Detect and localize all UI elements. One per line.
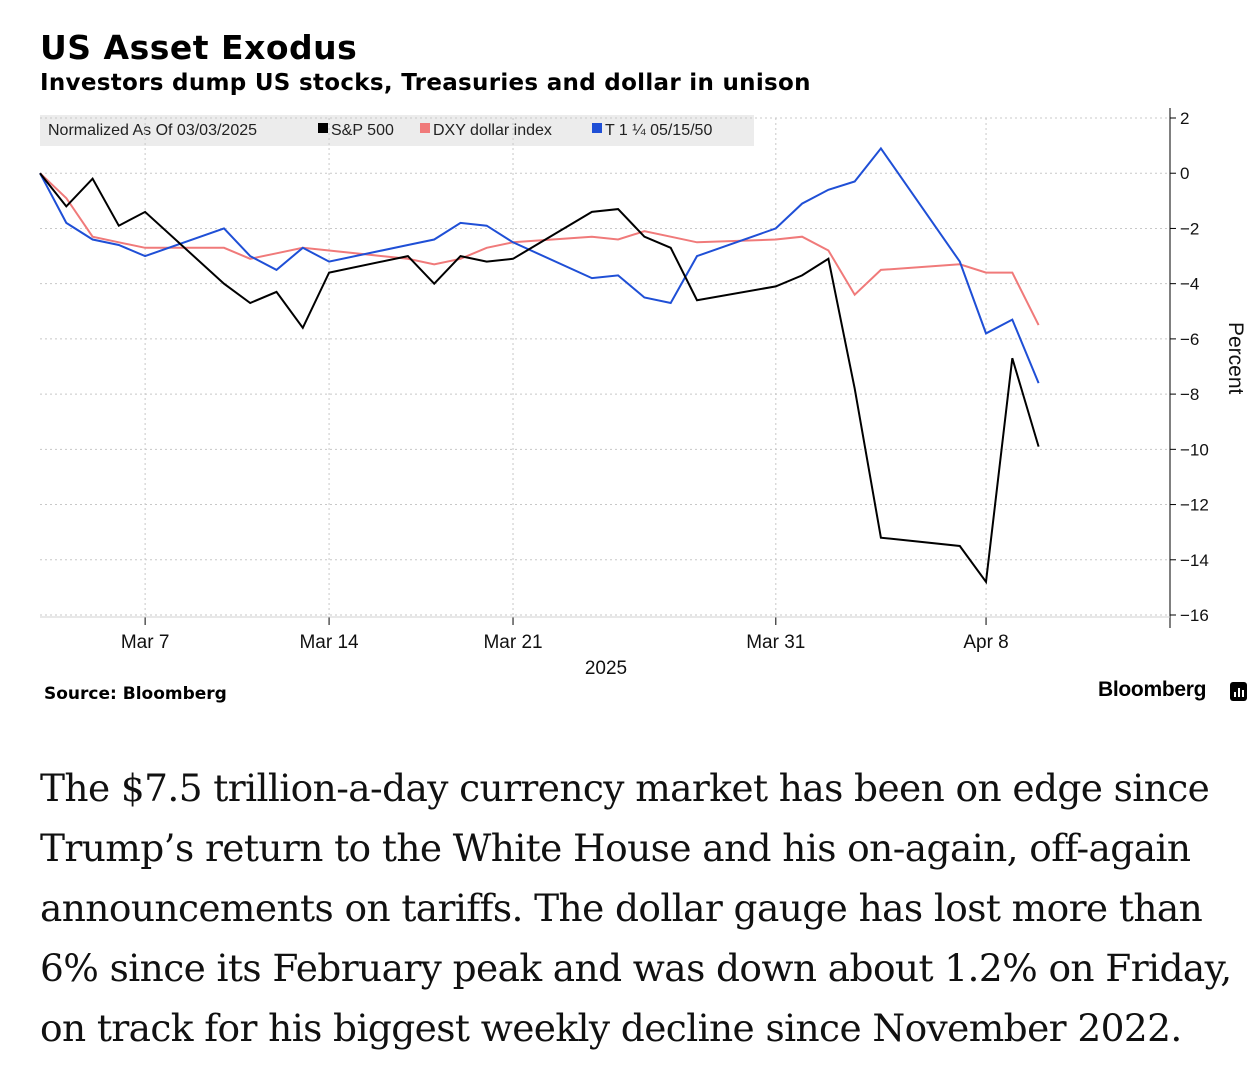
line-chart: Normalized As Of 03/03/2025 S&P 500 DXY …: [39, 108, 1247, 679]
article-paragraph: The $7.5 trillion-a-day currency market …: [40, 766, 1232, 1050]
bloomberg-chart-icon: [1230, 682, 1247, 701]
y-tick-label: −10: [1180, 440, 1209, 459]
legend-background: [40, 115, 754, 146]
y-tick-label: 2: [1180, 109, 1189, 128]
x-tick-label: Mar 7: [121, 632, 170, 653]
legend-swatch-treasury: [592, 123, 602, 133]
series-line-0: [39, 172, 1040, 585]
legend-label-sp500: S&P 500: [331, 122, 394, 139]
bloomberg-logo: Bloomberg: [1098, 678, 1207, 701]
y-tick-label: −12: [1180, 496, 1209, 515]
y-tick-label: −6: [1180, 330, 1199, 349]
x-tick-label: Mar 14: [299, 632, 359, 653]
series-line-1: [39, 172, 1040, 326]
grid-lines: [40, 117, 1170, 616]
y-tick-label: 0: [1180, 164, 1189, 183]
x-tick-label: Apr 8: [963, 632, 1008, 653]
x-year-label: 2025: [585, 658, 627, 679]
legend-swatch-sp500: [318, 123, 328, 133]
legend-prefix: Normalized As Of 03/03/2025: [48, 122, 257, 139]
series-line-2: [39, 146, 1040, 384]
y-tick-label: −8: [1180, 385, 1199, 404]
source-note: Source: Bloomberg: [44, 684, 227, 704]
legend-label-dxy: DXY dollar index: [433, 122, 552, 139]
chart-subtitle: Investors dump US stocks, Treasuries and…: [40, 70, 811, 96]
series-lines: [39, 146, 1040, 585]
axes: 2 0 −2 −4 −6 −8 −10 −12 −14 −16 Mar 7 Mar 14 Mar 21 M…: [40, 108, 1247, 679]
legend-label-treasury: T 1 ¼ 05/15/50: [605, 122, 712, 139]
y-axis-label: Percent: [1224, 322, 1247, 395]
y-tick-label: −2: [1180, 219, 1199, 238]
y-tick-label: −14: [1180, 551, 1209, 570]
y-tick-label: −16: [1180, 606, 1209, 625]
legend-swatch-dxy: [420, 123, 430, 133]
x-tick-label: Mar 31: [746, 632, 805, 653]
y-tick-label: −4: [1180, 275, 1199, 294]
x-tick-label: Mar 21: [483, 632, 542, 653]
chart-title: US Asset Exodus: [40, 28, 358, 67]
